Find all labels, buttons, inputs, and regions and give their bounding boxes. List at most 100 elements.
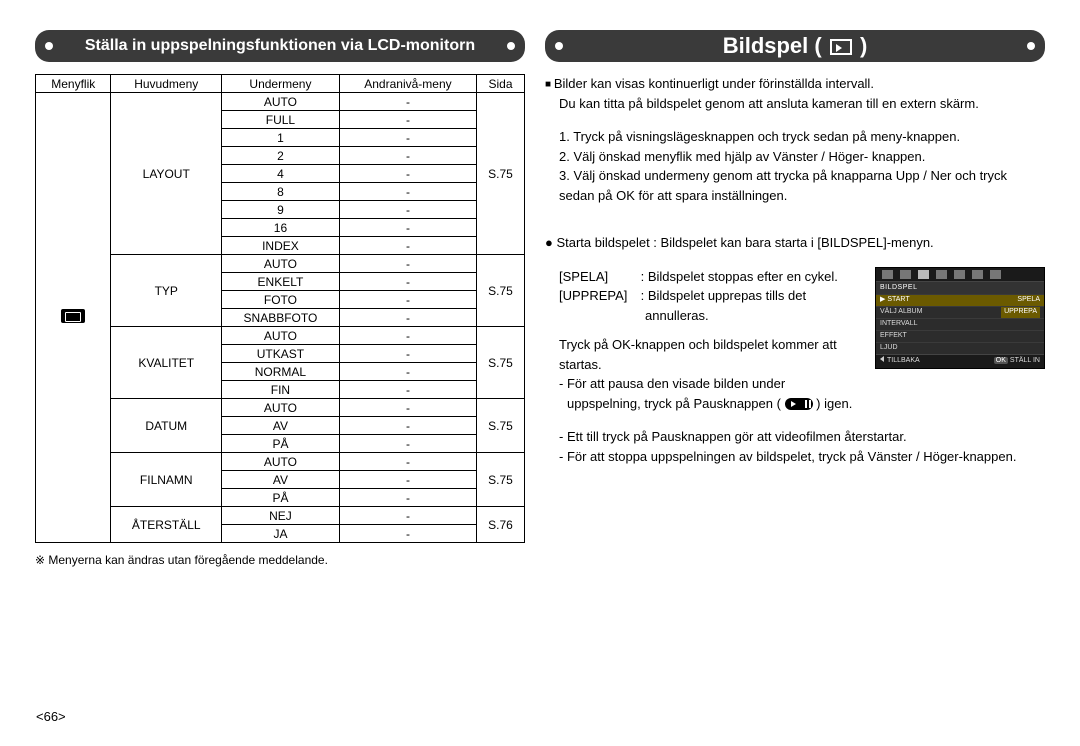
page-ref-cell: S.75 bbox=[477, 255, 525, 327]
step-2: 2. Välj önskad menyflik med hjälp av Vän… bbox=[559, 147, 1045, 167]
right-header-title: Bildspel ( ) bbox=[723, 33, 868, 59]
tertiary-cell: - bbox=[339, 129, 476, 147]
main-menu-cell: ÅTERSTÄLL bbox=[111, 507, 222, 543]
tertiary-cell: - bbox=[339, 381, 476, 399]
tertiary-cell: - bbox=[339, 363, 476, 381]
page-number: <66> bbox=[36, 709, 66, 724]
page-ref-cell: S.76 bbox=[477, 507, 525, 543]
tertiary-cell: - bbox=[339, 453, 476, 471]
menu-table: Menyflik Huvudmeny Undermeny Andranivå-m… bbox=[35, 74, 525, 543]
tertiary-cell: - bbox=[339, 93, 476, 111]
submenu-cell: AUTO bbox=[222, 453, 340, 471]
tertiary-cell: - bbox=[339, 489, 476, 507]
submenu-cell: 8 bbox=[222, 183, 340, 201]
right-header-pill: Bildspel ( ) bbox=[545, 30, 1045, 62]
lcd-menu-row: LJUD bbox=[876, 342, 1044, 354]
submenu-cell: SNABBFOTO bbox=[222, 309, 340, 327]
submenu-cell: PÅ bbox=[222, 489, 340, 507]
table-footnote: ※ Menyerna kan ändras utan föregående me… bbox=[35, 553, 525, 567]
submenu-cell: 4 bbox=[222, 165, 340, 183]
tertiary-cell: - bbox=[339, 417, 476, 435]
tertiary-cell: - bbox=[339, 399, 476, 417]
lcd-menu-row: VÄLJ ALBUMUPPREPA bbox=[876, 306, 1044, 318]
th-sida: Sida bbox=[477, 75, 525, 93]
def-spela: [SPELA] : Bildspelet stoppas efter en cy… bbox=[559, 267, 865, 287]
lcd-menu-row: INTERVALL bbox=[876, 318, 1044, 330]
bullet-restart: - Ett till tryck på Pausknappen gör att … bbox=[545, 427, 1045, 447]
intro-line-2: Du kan titta på bildspelet genom att ans… bbox=[545, 94, 1045, 114]
bullet-stop: - För att stoppa uppspelningen av bildsp… bbox=[545, 447, 1045, 467]
bullet-pause: - För att pausa den visade bilden under … bbox=[559, 374, 865, 413]
page-ref-cell: S.75 bbox=[477, 453, 525, 507]
tertiary-cell: - bbox=[339, 255, 476, 273]
submenu-cell: INDEX bbox=[222, 237, 340, 255]
main-menu-cell: LAYOUT bbox=[111, 93, 222, 255]
lcd-bottom-bar: TILLBAKA OKSTÄLL IN bbox=[876, 354, 1044, 368]
tertiary-cell: - bbox=[339, 219, 476, 237]
left-header-pill: Ställa in uppspelningsfunktionen via LCD… bbox=[35, 30, 525, 62]
lcd-menu-row: EFFEKT bbox=[876, 330, 1044, 342]
left-header-title: Ställa in uppspelningsfunktionen via LCD… bbox=[85, 37, 475, 55]
submenu-cell: 2 bbox=[222, 147, 340, 165]
main-menu-cell: TYP bbox=[111, 255, 222, 327]
submenu-cell: 9 bbox=[222, 201, 340, 219]
lcd-tabstrip bbox=[876, 268, 1044, 282]
tertiary-cell: - bbox=[339, 165, 476, 183]
tertiary-cell: - bbox=[339, 147, 476, 165]
tertiary-cell: - bbox=[339, 345, 476, 363]
submenu-cell: ENKELT bbox=[222, 273, 340, 291]
main-menu-cell: KVALITET bbox=[111, 327, 222, 399]
tertiary-cell: - bbox=[339, 291, 476, 309]
step-1: 1. Tryck på visningslägesknappen och try… bbox=[559, 127, 1045, 147]
th-huvudmeny: Huvudmeny bbox=[111, 75, 222, 93]
camera-lcd-mock: BILDSPEL ▶ STARTSPELAVÄLJ ALBUMUPPREPAIN… bbox=[875, 267, 1045, 370]
submenu-cell: AV bbox=[222, 471, 340, 489]
submenu-cell: AUTO bbox=[222, 327, 340, 345]
submenu-cell: AV bbox=[222, 417, 340, 435]
tertiary-cell: - bbox=[339, 237, 476, 255]
tertiary-cell: - bbox=[339, 471, 476, 489]
step-3: 3. Välj önskad undermeny genom att tryck… bbox=[559, 166, 1045, 205]
page-ref-cell: S.75 bbox=[477, 399, 525, 453]
submenu-cell: UTKAST bbox=[222, 345, 340, 363]
tertiary-cell: - bbox=[339, 111, 476, 129]
lcd-menu-row: ▶ STARTSPELA bbox=[876, 294, 1044, 306]
tertiary-cell: - bbox=[339, 525, 476, 543]
submenu-cell: AUTO bbox=[222, 255, 340, 273]
submenu-cell: 16 bbox=[222, 219, 340, 237]
after-text: Tryck på OK-knappen och bildspelet komme… bbox=[559, 335, 865, 374]
lcd-title: BILDSPEL bbox=[876, 282, 1044, 295]
intro-line-1: Bilder kan visas kontinuerligt under för… bbox=[545, 74, 1045, 94]
tab-icon-cell bbox=[36, 93, 111, 543]
page-ref-cell: S.75 bbox=[477, 327, 525, 399]
submenu-cell: 1 bbox=[222, 129, 340, 147]
section-title: Starta bildspelet : Bildspelet kan bara … bbox=[545, 233, 1045, 253]
slideshow-icon bbox=[830, 39, 852, 55]
pause-icon bbox=[785, 398, 813, 410]
submenu-cell: FOTO bbox=[222, 291, 340, 309]
tertiary-cell: - bbox=[339, 201, 476, 219]
printer-tab-icon bbox=[61, 309, 85, 323]
submenu-cell: NORMAL bbox=[222, 363, 340, 381]
tertiary-cell: - bbox=[339, 435, 476, 453]
main-menu-cell: DATUM bbox=[111, 399, 222, 453]
page-ref-cell: S.75 bbox=[477, 93, 525, 255]
submenu-cell: AUTO bbox=[222, 93, 340, 111]
tertiary-cell: - bbox=[339, 183, 476, 201]
submenu-cell: JA bbox=[222, 525, 340, 543]
th-undermeny: Undermeny bbox=[222, 75, 340, 93]
submenu-cell: FIN bbox=[222, 381, 340, 399]
tertiary-cell: - bbox=[339, 273, 476, 291]
submenu-cell: PÅ bbox=[222, 435, 340, 453]
th-andraniva: Andranivå-meny bbox=[339, 75, 476, 93]
submenu-cell: AUTO bbox=[222, 399, 340, 417]
submenu-cell: NEJ bbox=[222, 507, 340, 525]
def-upprepa: [UPPREPA] : Bildspelet upprepas tills de… bbox=[559, 286, 865, 306]
submenu-cell: FULL bbox=[222, 111, 340, 129]
tertiary-cell: - bbox=[339, 309, 476, 327]
main-menu-cell: FILNAMN bbox=[111, 453, 222, 507]
tertiary-cell: - bbox=[339, 327, 476, 345]
th-menyflik: Menyflik bbox=[36, 75, 111, 93]
def-upprepa-2: annulleras. bbox=[559, 306, 865, 326]
tertiary-cell: - bbox=[339, 507, 476, 525]
